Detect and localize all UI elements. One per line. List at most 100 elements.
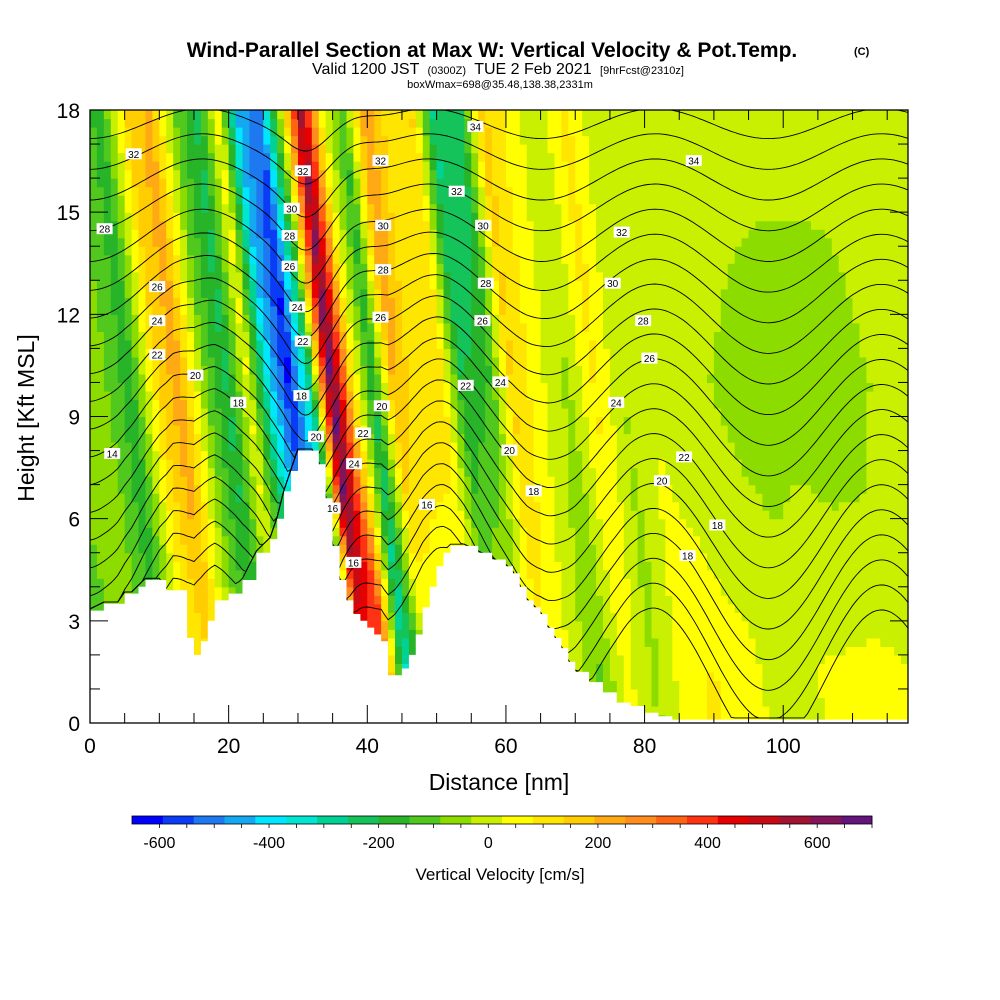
w-cell <box>367 127 375 137</box>
w-cell <box>311 365 320 375</box>
w-cell <box>346 144 355 154</box>
w-cell <box>429 229 438 239</box>
w-cell <box>505 552 514 562</box>
w-cell <box>395 433 403 443</box>
w-cell <box>277 339 285 349</box>
w-cell <box>284 178 292 188</box>
w-cell <box>270 510 278 520</box>
w-cell <box>401 186 410 196</box>
w-cell <box>90 501 98 511</box>
w-cell <box>388 569 396 579</box>
w-cell <box>512 152 521 162</box>
w-cell <box>436 288 445 298</box>
w-cell <box>443 365 452 375</box>
w-cell <box>110 161 119 171</box>
w-cell <box>443 459 452 469</box>
w-cell <box>304 305 313 315</box>
w-cell <box>90 467 98 477</box>
w-cell <box>159 127 167 137</box>
w-cell <box>284 476 292 486</box>
w-cell <box>214 552 223 562</box>
w-cell <box>561 118 569 128</box>
w-cell <box>540 254 549 264</box>
w-cell <box>388 467 396 477</box>
w-cell <box>478 297 486 307</box>
w-cell <box>339 501 348 511</box>
w-cell <box>124 578 133 588</box>
w-cell <box>499 127 507 137</box>
w-cell <box>561 442 569 452</box>
w-cell <box>138 288 147 298</box>
w-cell <box>304 348 313 358</box>
w-cell <box>519 561 528 571</box>
w-cell <box>512 425 521 435</box>
w-cell <box>388 237 396 247</box>
w-cell <box>526 220 535 230</box>
w-cell <box>519 271 528 281</box>
w-cell <box>408 186 417 196</box>
w-cell <box>187 510 195 520</box>
w-cell <box>526 127 535 137</box>
w-cell <box>207 493 216 503</box>
w-cell <box>547 510 556 520</box>
w-cell <box>533 271 542 281</box>
w-cell <box>346 254 355 264</box>
w-cell <box>318 186 327 196</box>
w-cell <box>388 637 396 647</box>
w-cell <box>554 603 562 613</box>
w-cell <box>187 569 195 579</box>
w-cell <box>533 450 542 460</box>
w-cell <box>450 416 458 426</box>
w-cell <box>263 331 271 341</box>
w-cell <box>505 527 514 537</box>
w-cell <box>346 263 355 273</box>
w-cell <box>339 552 348 562</box>
w-cell <box>291 442 299 452</box>
w-cell <box>443 118 452 128</box>
w-cell <box>117 365 126 375</box>
w-cell <box>492 144 500 154</box>
w-cell <box>401 280 410 290</box>
w-cell <box>263 348 271 358</box>
w-cell <box>311 271 320 281</box>
w-cell <box>374 365 382 375</box>
w-cell <box>138 382 147 392</box>
w-cell <box>443 501 452 511</box>
w-cell <box>346 399 355 409</box>
w-cell <box>339 135 348 145</box>
w-cell <box>221 527 230 537</box>
w-cell <box>200 271 209 281</box>
w-cell <box>131 552 140 562</box>
w-cell <box>464 220 472 230</box>
w-cell <box>96 161 105 171</box>
w-cell <box>554 544 562 554</box>
w-cell <box>291 339 299 349</box>
w-cell <box>187 450 195 460</box>
w-cell <box>533 476 542 486</box>
w-cell <box>512 493 521 503</box>
w-cell <box>256 416 264 426</box>
w-cell <box>360 612 368 622</box>
w-cell <box>547 493 556 503</box>
w-cell <box>304 271 313 281</box>
w-cell <box>103 578 112 588</box>
w-cell <box>166 186 174 196</box>
w-cell <box>450 322 458 332</box>
w-cell <box>485 297 493 307</box>
w-cell <box>318 263 327 273</box>
w-cell <box>103 144 112 154</box>
w-cell <box>512 229 521 239</box>
w-cell <box>207 161 216 171</box>
w-cell <box>443 348 452 358</box>
w-cell <box>277 459 285 469</box>
w-cell <box>471 501 479 511</box>
w-cell <box>263 169 271 179</box>
w-cell <box>547 254 556 264</box>
w-cell <box>443 135 452 145</box>
w-cell <box>422 186 431 196</box>
w-cell <box>547 220 556 230</box>
w-cell <box>263 442 271 452</box>
w-cell <box>492 127 500 137</box>
w-cell <box>110 297 119 307</box>
w-cell <box>367 484 375 494</box>
